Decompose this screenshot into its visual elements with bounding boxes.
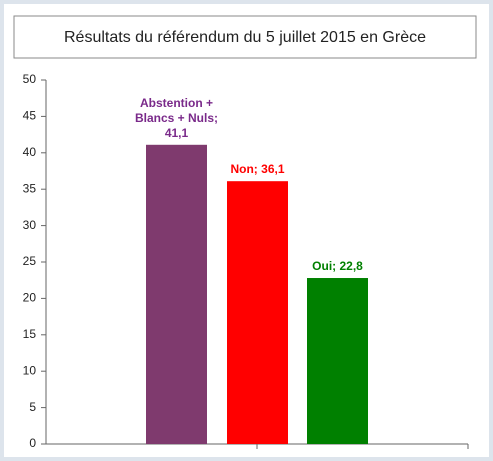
y-tick-label: 50 bbox=[23, 72, 37, 86]
y-tick-label: 35 bbox=[23, 181, 37, 195]
y-tick-label: 15 bbox=[23, 327, 37, 341]
chart-title: Résultats du référendum du 5 juillet 201… bbox=[64, 29, 426, 46]
y-tick-label: 0 bbox=[29, 436, 36, 450]
bar bbox=[146, 144, 207, 445]
data-label: Abstention + Blancs + Nuls; 41,1 bbox=[134, 95, 219, 140]
y-tick-label: 45 bbox=[23, 109, 37, 123]
y-tick-label: 25 bbox=[23, 254, 37, 268]
y-tick-label: 30 bbox=[23, 218, 37, 232]
y-tick-label: 20 bbox=[23, 291, 37, 305]
bar bbox=[227, 181, 288, 444]
y-tick-label: 5 bbox=[29, 400, 36, 414]
y-tick-label: 40 bbox=[23, 145, 37, 159]
data-label: Non; 36,1 bbox=[230, 162, 285, 177]
y-tick-label: 10 bbox=[23, 363, 37, 377]
title-box bbox=[13, 15, 477, 59]
bar bbox=[307, 278, 368, 444]
data-label: Oui; 22,8 bbox=[312, 259, 363, 274]
